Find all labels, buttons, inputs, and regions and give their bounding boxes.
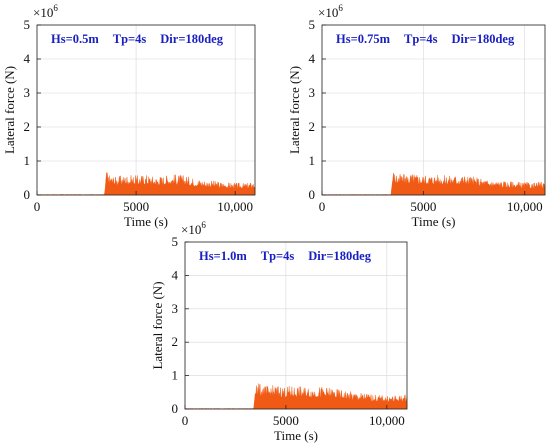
- y-multiplier-base: ×10: [181, 222, 201, 237]
- annotation-part: Dir=180deg: [452, 32, 515, 46]
- annotation-part: Hs=0.75m: [336, 32, 391, 46]
- chart-panel-3: 0 1 2 3 4 5 0 5000 10,000 Time (s) Lateral force (…: [145, 220, 415, 447]
- annotation-part: Hs=1.0m: [199, 249, 247, 263]
- series-area: [321, 172, 546, 196]
- annotation-part: Dir=180deg: [308, 249, 371, 263]
- y-tick-label: 1: [24, 153, 31, 168]
- y-tick-label: 5: [24, 17, 31, 32]
- x-tick-label: 10,000: [217, 199, 253, 214]
- case-annotation: Hs=0.5m Tp=4s Dir=180deg: [51, 32, 224, 46]
- annotation-part: Tp=4s: [113, 32, 147, 46]
- x-tick-label: 5000: [123, 199, 149, 214]
- grid: [184, 241, 407, 410]
- y-tick-label: 5: [172, 234, 179, 249]
- case-annotation: Hs=0.75m Tp=4s Dir=180deg: [336, 32, 515, 46]
- y-tick-label: 3: [24, 85, 31, 100]
- grid: [36, 24, 255, 196]
- y-multiplier-exponent: 6: [201, 220, 206, 230]
- plot-frame: [321, 24, 546, 196]
- x-axis-label: Time (s): [274, 428, 318, 443]
- plot-frame: [184, 241, 408, 410]
- grid: [321, 24, 545, 196]
- y-tick-label: 4: [172, 267, 179, 282]
- series-area: [36, 172, 256, 196]
- y-multiplier-base: ×10: [33, 5, 53, 20]
- y-tick-label: 4: [309, 51, 316, 66]
- y-tick-label: 0: [172, 401, 179, 416]
- y-tick-label: 3: [309, 85, 316, 100]
- y-tick-label: 2: [24, 119, 31, 134]
- x-tick-label: 10,000: [369, 413, 405, 428]
- plot-frame: [36, 24, 256, 196]
- annotation-part: Hs=0.5m: [51, 32, 99, 46]
- annotation-part: Tp=4s: [261, 249, 295, 263]
- x-axis-label: Time (s): [412, 214, 456, 229]
- y-tick-label: 1: [172, 368, 179, 383]
- y-axis-label: Lateral force (N): [287, 66, 302, 154]
- y-multiplier-base: ×10: [318, 5, 338, 20]
- y-tick-label: 5: [309, 17, 316, 32]
- x-tick-label: 0: [34, 199, 41, 214]
- series-area: [184, 383, 408, 410]
- annotation-part: Dir=180deg: [160, 32, 223, 46]
- x-tick-label: 5000: [273, 413, 299, 428]
- chart-panel-1: 0 1 2 3 4 5 0 5000 10,000 Time (s) Lateral force (…: [0, 0, 270, 229]
- y-tick-label: 0: [309, 187, 316, 202]
- y-multiplier: ×106: [181, 220, 206, 237]
- x-axis-label: Time (s): [124, 214, 168, 229]
- y-multiplier: ×106: [33, 3, 58, 20]
- y-tick-label: 0: [24, 187, 31, 202]
- x-tick-label: 0: [182, 413, 189, 428]
- x-tick-label: 10,000: [507, 199, 543, 214]
- chart-svg-2: 0 1 2 3 4 5 0 5000 10,000 Time (s) Lateral force (…: [287, 3, 546, 229]
- y-axis-label: Lateral force (N): [2, 66, 17, 154]
- y-tick-label: 1: [309, 153, 316, 168]
- y-axis-label: Lateral force (N): [150, 281, 165, 369]
- y-multiplier-exponent: 6: [338, 3, 343, 13]
- y-tick-label: 3: [172, 301, 179, 316]
- case-annotation: Hs=1.0m Tp=4s Dir=180deg: [199, 249, 372, 263]
- x-tick-label: 5000: [410, 199, 436, 214]
- chart-svg-1: 0 1 2 3 4 5 0 5000 10,000 Time (s) Lateral force (…: [2, 3, 256, 229]
- y-tick-label: 2: [309, 119, 316, 134]
- y-tick-label: 2: [172, 334, 179, 349]
- annotation-part: Tp=4s: [404, 32, 438, 46]
- chart-svg-3: 0 1 2 3 4 5 0 5000 10,000 Time (s) Lateral force (…: [150, 220, 408, 443]
- x-tick-label: 0: [319, 199, 326, 214]
- chart-panel-2: 0 1 2 3 4 5 0 5000 10,000 Time (s) Lateral force (…: [285, 0, 550, 229]
- y-tick-label: 4: [24, 51, 31, 66]
- y-multiplier: ×106: [318, 3, 343, 20]
- y-multiplier-exponent: 6: [53, 3, 58, 13]
